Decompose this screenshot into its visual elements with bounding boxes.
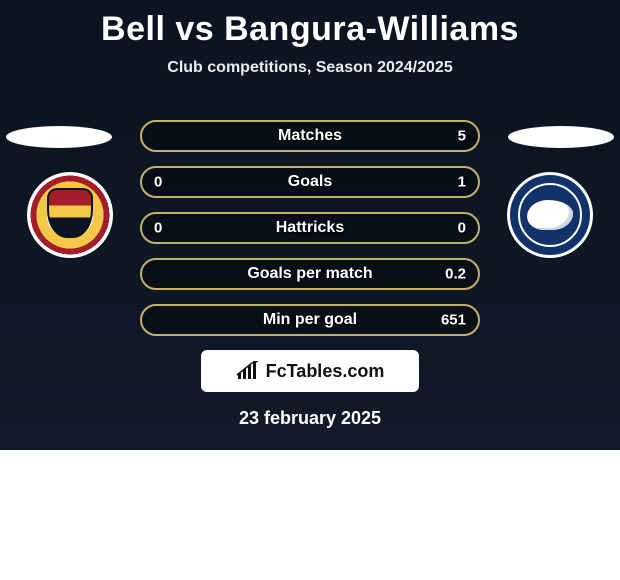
stat-row-min-per-goal: Min per goal 651 — [140, 304, 480, 336]
page-title: Bell vs Bangura-Williams — [0, 0, 620, 49]
stat-right-value: 5 — [458, 128, 466, 145]
stat-left-value: 0 — [154, 174, 162, 191]
stat-row-matches: Matches 5 — [140, 120, 480, 152]
stat-right-value: 0 — [458, 220, 466, 237]
stat-label: Min per goal — [263, 311, 357, 329]
brand-badge: FcTables.com — [201, 350, 419, 392]
stat-row-goals: 0 Goals 1 — [140, 166, 480, 198]
stat-label: Hattricks — [276, 219, 344, 237]
stat-row-hattricks: 0 Hattricks 0 — [140, 212, 480, 244]
stat-label: Matches — [278, 127, 342, 145]
date-label: 23 february 2025 — [0, 408, 620, 429]
stat-label: Goals — [288, 173, 332, 191]
stat-left-value: 0 — [154, 220, 162, 237]
stat-right-value: 651 — [441, 312, 466, 329]
bar-chart-icon — [236, 361, 260, 381]
stat-right-value: 0.2 — [445, 266, 466, 283]
stat-label: Goals per match — [247, 265, 372, 283]
page-subtitle: Club competitions, Season 2024/2025 — [0, 59, 620, 77]
stat-row-goals-per-match: Goals per match 0.2 — [140, 258, 480, 290]
comparison-panel: Bell vs Bangura-Williams Club competitio… — [0, 0, 620, 450]
stats-list: Matches 5 0 Goals 1 0 Hattricks 0 Goals … — [0, 120, 620, 429]
brand-text: FcTables.com — [266, 361, 385, 382]
stat-right-value: 1 — [458, 174, 466, 191]
